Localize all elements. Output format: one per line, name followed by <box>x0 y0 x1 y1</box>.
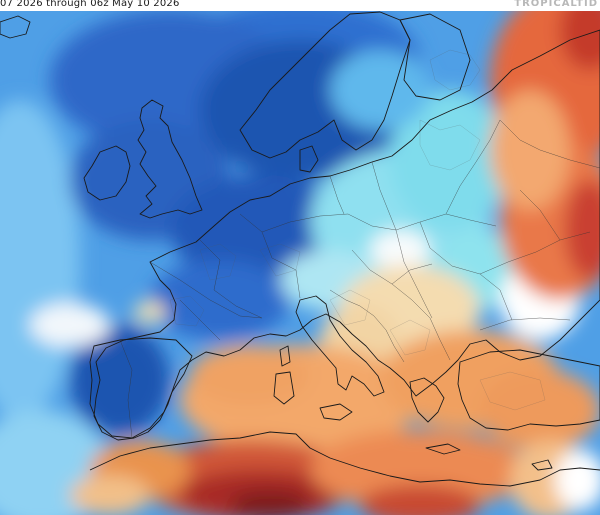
iberia-outline <box>89 337 193 439</box>
forecast-period-caption: 07 2026 through 06z May 10 2026 <box>0 0 180 9</box>
borders <box>119 119 600 439</box>
cyprus-outline <box>531 459 553 471</box>
italy-outline <box>295 295 385 397</box>
header-bar: 07 2026 through 06z May 10 2026 TROPICAL… <box>0 0 600 11</box>
ireland-outline <box>83 145 131 201</box>
continent-outline <box>93 29 600 441</box>
crete-outline <box>425 443 461 455</box>
north-africa-coast <box>89 431 600 487</box>
regional-borders <box>169 49 546 411</box>
great-britain-outline <box>137 99 203 219</box>
iceland-outline <box>0 15 31 39</box>
sicily-outline <box>319 403 353 421</box>
scandinavia-outline <box>239 11 411 159</box>
coastlines <box>0 11 600 487</box>
denmark-outline <box>299 145 319 173</box>
sardinia-outline <box>273 371 295 405</box>
finland-outline <box>399 13 471 101</box>
corsica-outline <box>279 345 291 367</box>
greece-outline <box>409 377 445 423</box>
brand-watermark: TROPICALTID <box>514 0 598 9</box>
turkey-outline <box>457 349 600 431</box>
